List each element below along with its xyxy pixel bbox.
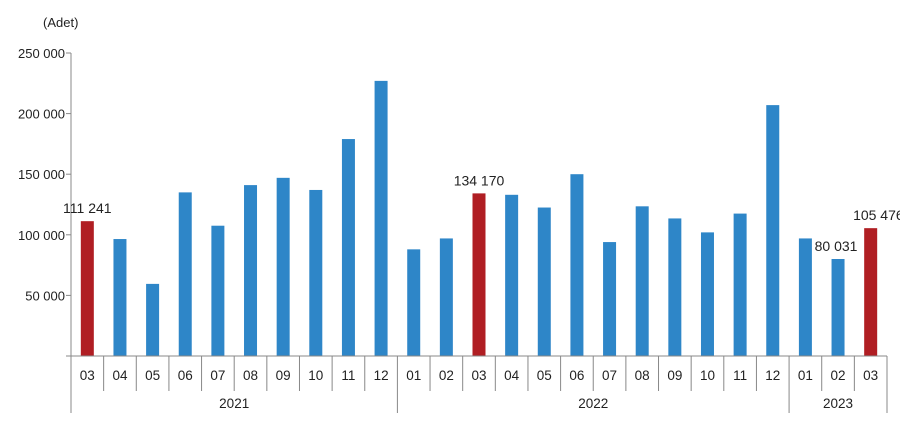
bar-7 [309, 189, 323, 356]
x-tick-label: 01 [798, 368, 813, 383]
bar-22 [798, 238, 812, 356]
x-tick-label: 10 [700, 368, 715, 383]
y-tick-label: 150 000 [18, 167, 65, 182]
data-label: 105 476 [853, 207, 900, 223]
x-tick-label: 05 [537, 368, 552, 383]
bars [80, 80, 878, 356]
x-tick-label: 12 [765, 368, 780, 383]
bar-5 [244, 185, 258, 356]
x-tick-label: 03 [80, 368, 95, 383]
y-tick-label: 200 000 [18, 107, 65, 122]
x-tick-label: 03 [863, 368, 878, 383]
bar-17 [635, 206, 649, 356]
bar-0 [80, 221, 94, 356]
bar-6 [276, 177, 290, 356]
bar-9 [374, 80, 388, 356]
bar-23 [831, 259, 845, 356]
x-tick-label: 09 [276, 368, 291, 383]
x-group-label: 2022 [578, 396, 608, 411]
bar-19 [700, 232, 714, 356]
y-axis: (Adet) 50 000 100 000 150 000 200 000 250 000 [18, 15, 78, 357]
x-tick-label: 05 [145, 368, 160, 383]
x-tick-label: 03 [471, 368, 486, 383]
x-tick-label: 01 [406, 368, 421, 383]
bar-18 [668, 218, 682, 356]
data-label: 111 241 [63, 200, 112, 216]
data-label: 134 170 [454, 172, 505, 188]
bar-3 [178, 192, 192, 356]
x-tick-label: 10 [308, 368, 323, 383]
bar-10 [407, 249, 421, 356]
bar-20 [733, 213, 747, 356]
bar-12 [472, 193, 486, 356]
x-group-label: 2021 [219, 396, 249, 411]
bar-4 [211, 225, 225, 356]
x-group-label: 2023 [823, 396, 853, 411]
x-axis: 03 04 05 06 07 08 09 10 11 12 01 02 03 04 05 06 07 08 09 10… [70, 355, 888, 413]
bar-16 [603, 242, 617, 356]
x-tick-label: 06 [178, 368, 193, 383]
x-tick-label: 12 [374, 368, 389, 383]
bar-21 [766, 105, 780, 356]
x-tick-label: 08 [243, 368, 258, 383]
bar-15 [570, 174, 584, 356]
y-tick-label: 100 000 [18, 228, 65, 243]
bar-24 [864, 228, 878, 356]
y-unit-label: (Adet) [43, 15, 78, 30]
x-tick-label: 04 [504, 368, 520, 383]
y-tick-label: 50 000 [25, 288, 65, 303]
bar-1 [113, 239, 127, 356]
y-tick-label: 250 000 [18, 46, 65, 61]
x-tick-label: 08 [635, 368, 650, 383]
x-tick-label: 07 [602, 368, 617, 383]
bar-2 [146, 283, 160, 356]
bar-8 [341, 139, 355, 356]
data-label: 80 031 [815, 238, 858, 254]
x-tick-label: 06 [569, 368, 584, 383]
bar-14 [537, 207, 551, 356]
x-tick-label: 09 [667, 368, 682, 383]
x-tick-label: 04 [112, 368, 128, 383]
x-tick-label: 02 [439, 368, 454, 383]
bar-13 [505, 194, 519, 356]
bar-11 [439, 238, 453, 356]
x-tick-label: 11 [341, 368, 355, 383]
x-tick-label: 02 [831, 368, 846, 383]
x-tick-label: 07 [210, 368, 225, 383]
data-labels: 111 241 134 170 80 031 105 476 [63, 172, 900, 254]
x-tick-label: 11 [733, 368, 747, 383]
